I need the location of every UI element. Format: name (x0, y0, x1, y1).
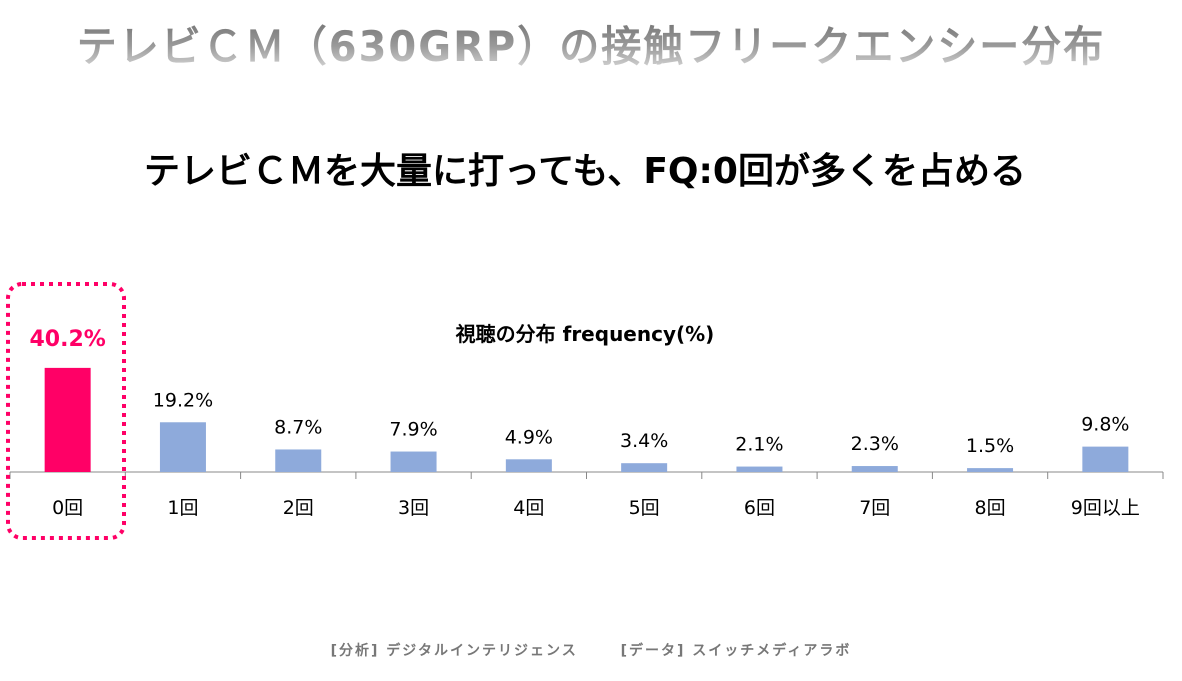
page-title: テレビＣＭ（630GRP）の接触フリークエンシー分布 (0, 13, 1182, 74)
data-label: 4.9% (505, 426, 553, 448)
data-label: 9.8% (1081, 414, 1129, 436)
bar-1 (159, 422, 206, 472)
data-label: 19.2% (153, 389, 213, 411)
footer-analysis-credit: [分析] デジタルインテリジェンス (330, 643, 578, 659)
category-label: 0回 (52, 497, 83, 519)
bar-3 (390, 451, 437, 472)
data-label: 1.5% (966, 435, 1014, 457)
chart-title: 視聴の分布 frequency(%) (455, 322, 715, 346)
bar-6 (736, 466, 783, 472)
data-label: 2.3% (851, 433, 899, 455)
category-label: 1回 (167, 497, 198, 519)
category-label: 9回以上 (1071, 497, 1140, 519)
bar-5 (621, 463, 668, 472)
footer-data-credit: [データ] スイッチメディアラボ (620, 643, 852, 659)
data-label: 7.9% (389, 419, 437, 441)
data-label: 2.1% (735, 434, 783, 456)
category-label: 6回 (744, 497, 775, 519)
category-label: 4回 (513, 497, 544, 519)
bar-8 (967, 468, 1014, 472)
bar-9 (1082, 446, 1129, 472)
category-label: 7回 (859, 497, 890, 519)
bar-2 (275, 449, 322, 472)
page-subtitle: テレビＣＭを大量に打っても、FQ:0回が多くを占める (144, 151, 1026, 192)
category-label: 3回 (398, 497, 429, 519)
footer: [分析] デジタルインテリジェンス [データ] スイッチメディアラボ (0, 640, 1182, 660)
category-label: 8回 (975, 497, 1006, 519)
bar-7 (851, 466, 898, 472)
bar-0 (44, 367, 91, 472)
category-label: 5回 (629, 497, 660, 519)
bar-4 (505, 459, 552, 472)
category-label: 2回 (283, 497, 314, 519)
data-label: 8.7% (274, 416, 322, 438)
data-label: 40.2% (29, 327, 105, 352)
data-label: 3.4% (620, 430, 668, 452)
